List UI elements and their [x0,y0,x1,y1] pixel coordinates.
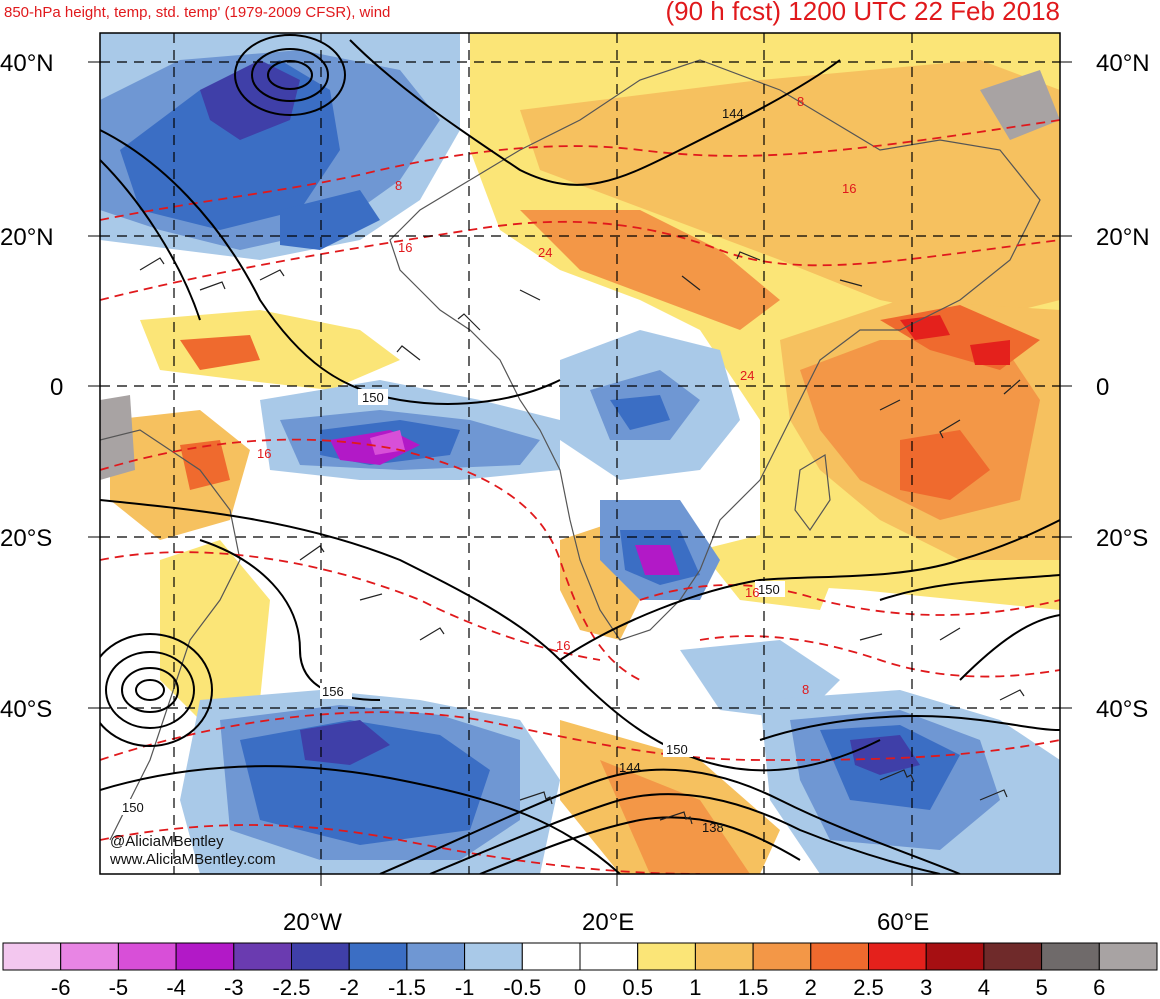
height-label-144-a: 144 [722,106,744,121]
wind-barbs [139,251,1025,825]
colorbar-tick-label: -6 [51,975,71,999]
colorbar [2,942,1158,971]
temp-label-8-c: 8 [802,682,809,697]
colorbar-tick-label: -3 [224,975,244,999]
colorbar-tick-label: 5 [1035,975,1047,999]
credit-handle: @AliciaMBentley [110,833,224,850]
temp-label-8-a: 8 [797,94,804,109]
lat-label-20s-left: 20°S [0,525,52,552]
lat-label-40s-left: 40°S [0,696,52,723]
colorbar-tick-label: -0.5 [503,975,541,999]
temp-label-8-b: 8 [395,178,402,193]
lat-label-20n-left: 20°N [0,224,54,251]
colorbar-tick-label: 1 [689,975,701,999]
temp-label-16-a: 16 [398,240,412,255]
colorbar-tick-label: -2 [339,975,359,999]
lat-label-40s-right: 40°S [1096,696,1148,723]
colorbar-tick-label: 4 [978,975,990,999]
colorbar-tick-label: 3 [920,975,932,999]
colorbar-swatch [579,942,639,971]
temp-label-24-a: 24 [538,245,552,260]
colorbar-swatch [1041,942,1100,971]
colorbar-labels: -6 -5 -4 -3 -2.5 -2 -1.5 -1 -0.5 0 0.5 1 1.5 2 2.5 3 4 5 6 [51,975,1106,999]
height-label-150-a: 150 [362,390,384,405]
lat-label-20s-right: 20°S [1096,525,1148,552]
colorbar-swatch [810,942,869,971]
colorbar-swatch [868,942,927,971]
lon-label-20w: 20°W [283,909,342,936]
temp-label-16-c: 16 [257,446,271,461]
colorbar-swatch [233,942,293,971]
colorbar-tick-label: 2.5 [853,975,884,999]
colorbar-tick-label: -1.5 [388,975,426,999]
colorbar-tick-label: 1.5 [738,975,769,999]
credit-website: www.AliciaMBentley.com [109,851,276,868]
lat-label-0-right: 0 [1096,374,1109,401]
colorbar-tick-label: -4 [166,975,186,999]
map-subtitle: 850-hPa height, temp, std. temp' (1979-2… [4,4,391,21]
lat-label-20n-right: 20°N [1096,224,1150,251]
height-label-138: 138 [702,820,724,835]
height-contours [100,34,1060,874]
height-label-150-c: 150 [122,800,144,815]
colorbar-swatch [291,942,350,971]
temp-label-16-e: 16 [745,585,759,600]
colorbar-tick-label: 0.5 [622,975,653,999]
lat-label-40n-right: 40°N [1096,50,1150,77]
colorbar-swatch [694,942,754,971]
colorbar-tick-label: 6 [1093,975,1105,999]
colorbar-tick-label: -2.5 [273,975,311,999]
colorbar-tick-label: 2 [805,975,817,999]
colorbar-tick-label: -5 [109,975,129,999]
colorbar-swatch [406,942,466,971]
colorbar-swatch [175,942,235,971]
colorbar-swatch [925,942,985,971]
colorbar-swatch [117,942,177,971]
temp-label-16-d: 16 [556,638,570,653]
lat-label-0-left: 0 [50,374,63,401]
lon-label-20e: 20°E [582,909,634,936]
colorbar-swatch [637,942,696,971]
colorbar-swatch [348,942,408,971]
colorbar-swatch [752,942,812,971]
colorbar-swatch [1098,942,1158,971]
temperature-contours [100,119,1060,874]
colorbar-swatch [983,942,1043,971]
forecast-title: (90 h fcst) 1200 UTC 22 Feb 2018 [665,0,1060,26]
colorbar-swatch [60,942,119,971]
colorbar-tick-label: 0 [574,975,586,999]
map-frame [99,32,1061,875]
lat-label-40n-left: 40°N [0,50,54,77]
lat-lon-grid [100,33,1060,874]
height-label-144-b: 144 [619,760,641,775]
height-label-156: 156 [322,684,344,699]
height-label-150-b: 150 [758,582,780,597]
temp-label-24-b: 24 [740,368,754,383]
axis-ticks [88,61,1072,886]
temp-label-16-b: 16 [842,181,856,196]
colorbar-tick-label: -1 [455,975,475,999]
height-label-150-d: 150 [666,742,688,757]
colorbar-swatch [464,942,523,971]
map-field: 150 144 150 156 150 150 144 138 8 8 16 1… [100,33,1060,874]
colorbar-swatch [521,942,581,971]
colorbar-swatch [2,942,62,971]
lon-label-60e: 60°E [877,909,929,936]
